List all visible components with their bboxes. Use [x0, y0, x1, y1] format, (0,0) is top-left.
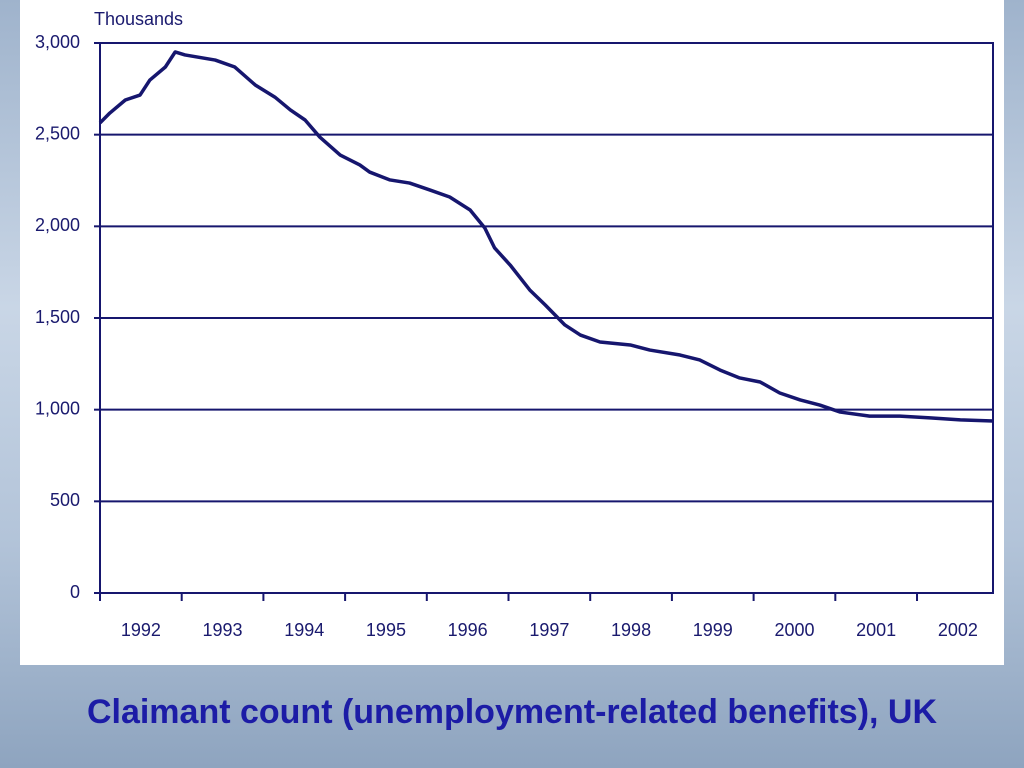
- chart-panel: [20, 0, 1004, 665]
- y-tick-label: 2,000: [35, 215, 80, 235]
- x-tick-label: 2002: [938, 620, 978, 640]
- y-tick-label: 2,500: [35, 123, 80, 143]
- x-tick-label: 1995: [366, 620, 406, 640]
- x-tick-label: 2000: [774, 620, 814, 640]
- y-tick-label: 0: [70, 582, 80, 602]
- x-tick-label: 1994: [284, 620, 324, 640]
- data-line: [98, 50, 994, 423]
- y-tick-label: 500: [50, 490, 80, 510]
- y-tick-label: 3,000: [35, 32, 80, 52]
- x-tick-label: 1997: [529, 620, 569, 640]
- y-axis-label: Thousands: [94, 9, 183, 29]
- x-tick-label: 2001: [856, 620, 896, 640]
- x-tick-label: 1993: [203, 620, 243, 640]
- x-tick-label: 1996: [448, 620, 488, 640]
- x-tick-label: 1992: [121, 620, 161, 640]
- y-tick-label: 1,500: [35, 307, 80, 327]
- x-tick-label: 1998: [611, 620, 651, 640]
- y-tick-label: 1,000: [35, 398, 80, 418]
- chart-title: Claimant count (unemployment-related ben…: [86, 693, 938, 731]
- chart: Thousands 0 500 1,000 1,500 2,000 2,500 3,000 1…: [35, 9, 994, 640]
- x-tick-label: 1999: [693, 620, 733, 640]
- plot-border: [99, 42, 994, 594]
